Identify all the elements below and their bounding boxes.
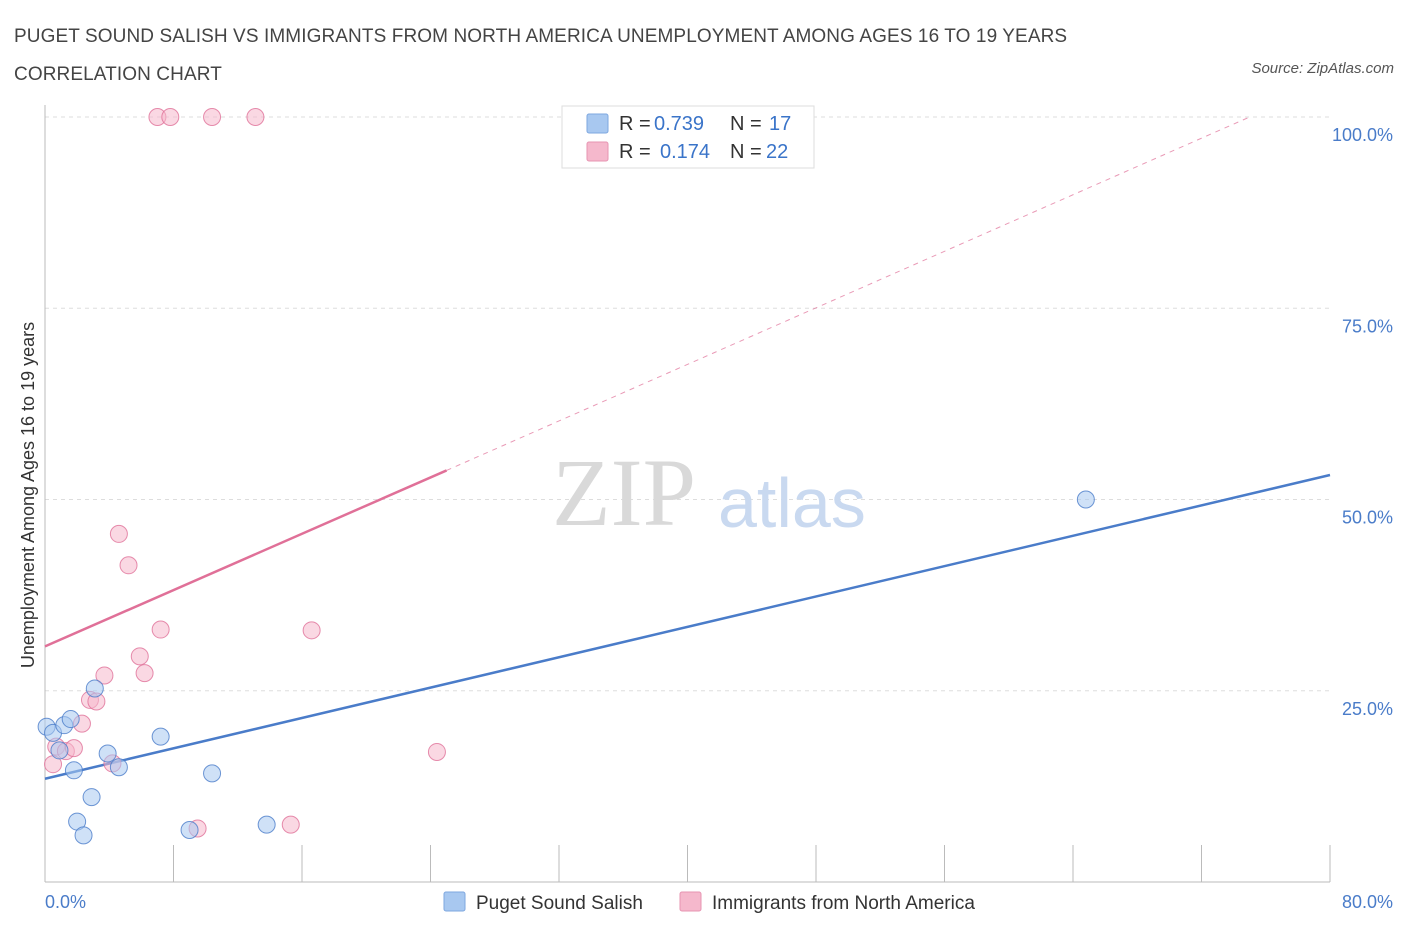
y-tick-label: 75.0% xyxy=(1342,316,1393,336)
stats-legend-swatch-pink xyxy=(586,141,609,162)
data-point-immigrants xyxy=(135,664,154,683)
data-point-immigrants xyxy=(302,621,321,640)
data-point-puget xyxy=(257,815,276,834)
data-point-puget xyxy=(203,764,222,783)
series-legend: Puget Sound Salish Immigrants from North… xyxy=(443,891,975,914)
data-point-immigrants xyxy=(109,524,128,543)
data-point-puget xyxy=(98,744,117,763)
legend-label-immigrants: Immigrants from North America xyxy=(712,893,975,914)
x-tick-label: 0.0% xyxy=(45,892,86,912)
chart-title: PUGET SOUND SALISH VS IMMIGRANTS FROM NO… xyxy=(14,26,1068,85)
data-point-puget xyxy=(82,788,101,807)
y-tick-label: 25.0% xyxy=(1342,699,1393,719)
data-point-puget xyxy=(64,761,83,780)
data-point-puget xyxy=(50,741,69,760)
y-tick-label: 50.0% xyxy=(1342,508,1393,528)
data-points xyxy=(37,108,1095,845)
data-point-immigrants xyxy=(161,108,180,126)
stats-legend: R = 0.739 N = 17 R = 0.174 N = 22 xyxy=(561,105,815,169)
data-point-puget xyxy=(85,679,104,698)
stats-r-label: R = xyxy=(619,141,651,163)
stats-n-value: 22 xyxy=(766,141,788,163)
data-point-puget xyxy=(74,826,93,845)
data-point-immigrants xyxy=(246,108,265,126)
watermark-atlas: atlas xyxy=(718,464,866,542)
stats-r-value: 0.174 xyxy=(660,141,710,163)
axes xyxy=(44,105,1331,883)
data-point-immigrants xyxy=(95,666,114,685)
data-point-puget xyxy=(180,820,199,839)
stats-n-label: N = xyxy=(730,113,762,135)
x-tick-label: 80.0% xyxy=(1342,892,1393,912)
trend-line-immigrants xyxy=(44,469,448,648)
watermark-zip: ZIP xyxy=(552,439,696,546)
trend-line-extension xyxy=(446,116,1250,471)
stats-n-value: 17 xyxy=(769,113,791,135)
stats-legend-swatch-blue xyxy=(586,113,609,134)
watermark: ZIP atlas xyxy=(552,439,866,546)
data-point-puget xyxy=(151,727,170,746)
data-point-immigrants xyxy=(281,815,300,834)
stats-n-label: N = xyxy=(730,141,762,163)
stats-r-value: 0.739 xyxy=(654,113,704,135)
trend-lines xyxy=(44,116,1331,780)
data-point-puget xyxy=(1076,490,1095,509)
legend-label-puget: Puget Sound Salish xyxy=(476,893,643,914)
data-point-immigrants xyxy=(130,647,149,666)
y-axis-label: Unemployment Among Ages 16 to 19 years xyxy=(18,322,38,668)
data-point-puget xyxy=(109,758,128,777)
data-point-puget xyxy=(61,710,80,729)
stats-r-label: R = xyxy=(619,113,651,135)
tick-labels: 25.0% 50.0% 75.0% 100.0% 0.0% 80.0% xyxy=(45,125,1393,912)
trend-line-puget xyxy=(44,473,1331,780)
data-point-immigrants xyxy=(151,620,170,639)
y-tick-label: 100.0% xyxy=(1332,125,1393,145)
data-point-immigrants xyxy=(427,742,446,761)
source-label: Source: ZipAtlas.com xyxy=(1251,60,1394,77)
legend-swatch-immigrants xyxy=(679,891,702,912)
data-point-immigrants xyxy=(119,556,138,575)
data-point-immigrants xyxy=(203,108,222,126)
legend-swatch-puget xyxy=(443,891,466,912)
grid-lines xyxy=(45,116,1330,692)
